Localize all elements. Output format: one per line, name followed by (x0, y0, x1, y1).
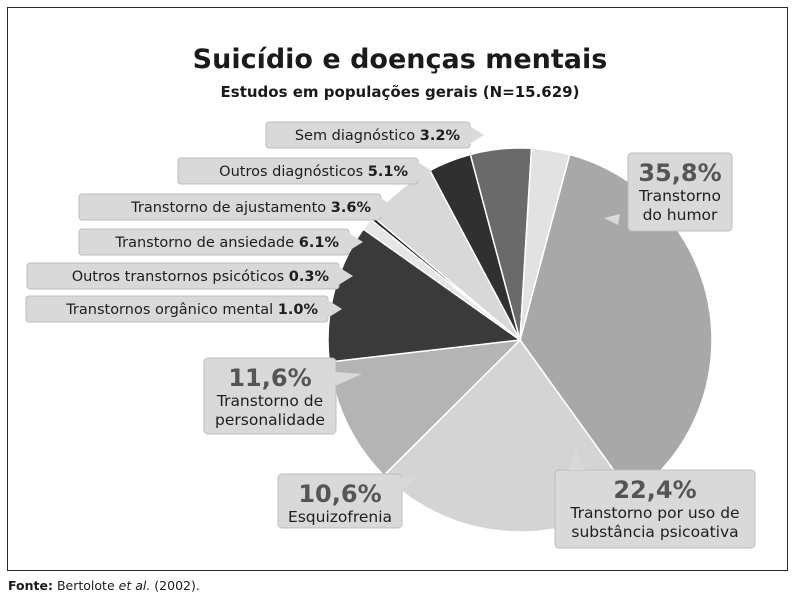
chart-subtitle: Estudos em populações gerais (N=15.629) (221, 83, 580, 101)
label-percent: 3.2% (420, 128, 461, 144)
label-text: Sem diagnóstico 3.2% (295, 128, 461, 144)
label-pointer (379, 197, 395, 217)
label-text: Outros diagnósticos 5.1% (219, 164, 408, 180)
label-pointer (416, 161, 432, 181)
label-text: Transtorno de ansiedade 6.1% (114, 235, 339, 251)
pie-slice-sem-diagnostico (519, 147, 571, 341)
label-text: Transtornos orgânico mental 1.0% (65, 302, 318, 318)
label-pointer (468, 125, 484, 145)
pie-slices (327, 147, 713, 533)
label-transtornos-organico-mental: Transtornos orgânico mental 1.0% (25, 295, 342, 323)
callout-percent: 35,8% (638, 159, 721, 187)
label-percent: 0.3% (289, 269, 330, 285)
callout-box (203, 357, 337, 435)
callout-pointer (335, 372, 362, 386)
source-author: Bertolote (56, 578, 115, 593)
source-year: (2002). (154, 578, 200, 593)
label-outros-diagnosticos: Outros diagnósticos 5.1% (177, 157, 432, 185)
label-outros-transtornos-psicoticos: Outros transtornos psicóticos 0.3% (26, 262, 353, 290)
callout-box (277, 473, 403, 529)
label-pointer (326, 299, 342, 319)
pie-slice-transtorno-do-humor (519, 153, 713, 497)
label-percent: 1.0% (278, 302, 319, 318)
label-pointer (337, 266, 353, 286)
callout-pointer (604, 214, 620, 225)
label-transtorno-de-ansiedade: Transtorno de ansiedade 6.1% (78, 228, 363, 256)
label-name: Transtornos orgânico mental (65, 302, 278, 318)
pie-slice-transtorno-de-personalidade (327, 227, 523, 363)
source-etal: et al. (118, 578, 151, 593)
label-name: Outros transtornos psicóticos (72, 269, 289, 285)
label-percent: 3.6% (331, 200, 372, 216)
label-text: Outros transtornos psicóticos 0.3% (72, 269, 330, 285)
callout-percent: 10,6% (298, 480, 381, 508)
label-name: Sem diagnóstico (295, 128, 420, 144)
label-pointer (347, 232, 363, 252)
label-sem-diagnostico: Sem diagnóstico 3.2% (265, 121, 484, 149)
callout-percent: 22,4% (613, 476, 696, 504)
callout-label-line: do humor (643, 206, 718, 224)
callout-box (554, 469, 756, 549)
callout-esquizofrenia: 10,6%Esquizofrenia (277, 473, 418, 529)
label-transtorno-de-ajustamento: Transtorno de ajustamento 3.6% (78, 193, 395, 221)
callout-percent: 11,6% (228, 364, 311, 392)
callout-label-line: substância psicoativa (571, 523, 738, 541)
callout-label-line: Transtorno de (216, 392, 323, 410)
label-name: Transtorno de ansiedade (114, 235, 298, 251)
source-note: Fonte: Bertolote et al. (2002). (8, 578, 200, 593)
callout-label-line: Esquizofrenia (288, 508, 392, 526)
label-percent: 5.1% (368, 164, 409, 180)
callout-label-line: Transtorno (638, 187, 721, 205)
label-percent: 6.1% (299, 235, 340, 251)
label-text: Transtorno de ajustamento 3.6% (130, 200, 371, 216)
chart-title: Suicídio e doenças mentais (193, 44, 608, 75)
source-prefix: Fonte: (8, 578, 53, 593)
callout-label-line: Transtorno por uso de (569, 504, 739, 522)
label-name: Transtorno de ajustamento (130, 200, 331, 216)
callout-pointer (400, 476, 418, 492)
callout-label-line: personalidade (215, 411, 325, 429)
label-name: Outros diagnósticos (219, 164, 368, 180)
callout-pointer (568, 448, 585, 470)
callout-box (627, 152, 733, 232)
